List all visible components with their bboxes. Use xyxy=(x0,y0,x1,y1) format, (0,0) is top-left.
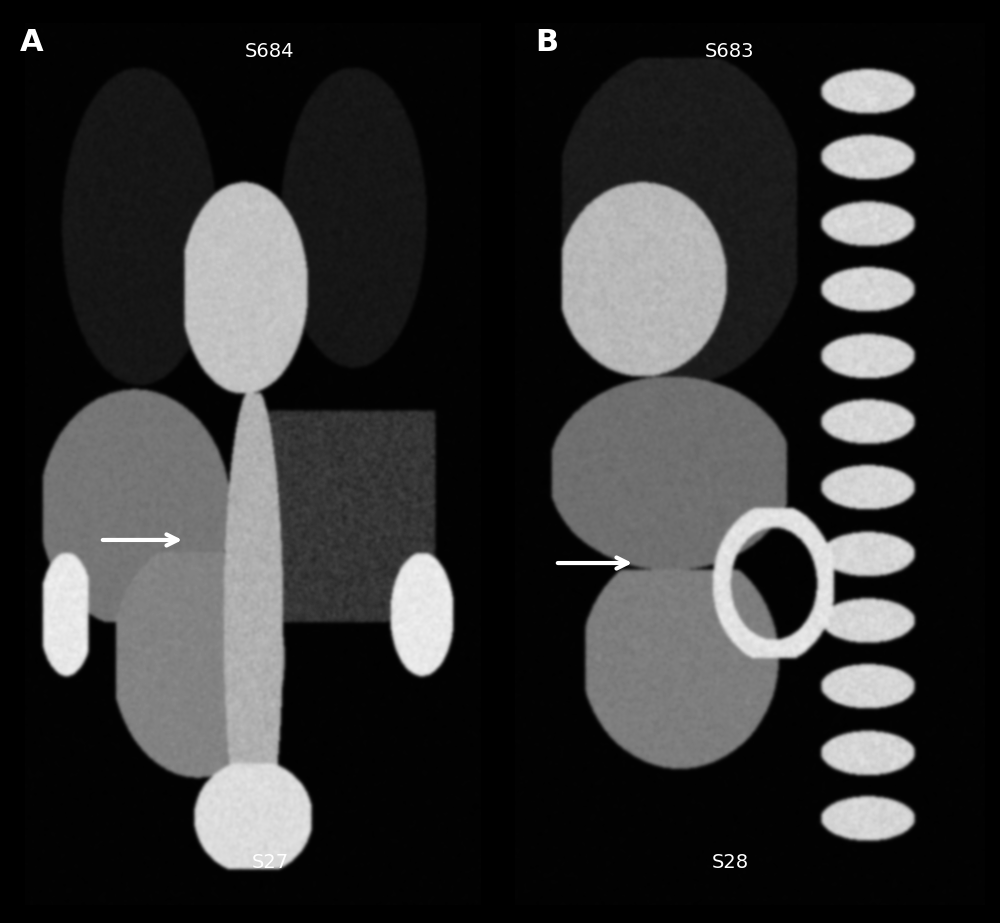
Text: B: B xyxy=(535,28,558,56)
Text: S683: S683 xyxy=(705,42,755,61)
Text: S27: S27 xyxy=(251,853,289,872)
Text: A: A xyxy=(20,28,44,56)
Text: S28: S28 xyxy=(711,853,749,872)
Text: S684: S684 xyxy=(245,42,295,61)
